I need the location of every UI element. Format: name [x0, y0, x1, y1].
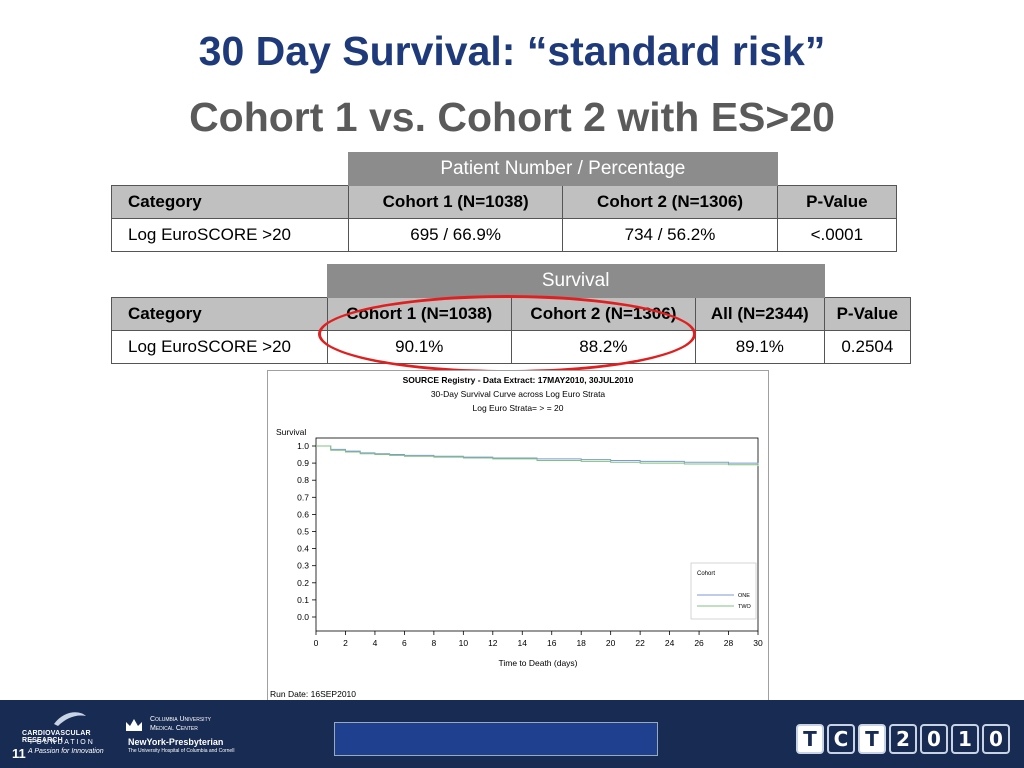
x-tick-label: 6	[402, 638, 407, 648]
plot-frame	[315, 437, 759, 632]
y-tick-label: 0.3	[297, 561, 309, 571]
chart-title: SOURCE Registry - Data Extract: 17MAY201…	[403, 375, 634, 385]
highlight-oval	[318, 295, 696, 373]
y-tick-label: 0.8	[297, 475, 309, 485]
page-number: 11	[12, 746, 26, 761]
t2-cell-pvalue: 0.2504	[823, 330, 912, 364]
legend-label-two: TWO	[738, 604, 752, 610]
x-tick-label: 2	[343, 638, 348, 648]
t1-header-category: Category	[111, 185, 349, 219]
nyp-line2: The University Hospital of Columbia and …	[128, 748, 235, 754]
crown-icon	[126, 719, 142, 731]
t1-cell-category: Log EuroSCORE >20	[111, 218, 349, 252]
x-tick-label: 28	[724, 638, 734, 648]
patient-number-group-header: Patient Number / Percentage	[347, 152, 778, 186]
y-tick-label: 0.2	[297, 578, 309, 588]
y-tick-label: 0.5	[297, 527, 309, 537]
t1-header-cohort2: Cohort 2 (N=1306)	[562, 185, 778, 219]
tct-letter-2: C	[827, 724, 855, 754]
survival-group-header: Survival	[326, 264, 825, 298]
crf-logo-line2: F O U N D A T I O N	[30, 739, 93, 746]
x-axis-label: Time to Death (days)	[498, 658, 577, 668]
legend-label-one: ONE	[738, 593, 750, 599]
t1-header-pvalue: P-Value	[776, 185, 898, 219]
x-tick-label: 30	[753, 638, 763, 648]
t1-header-cohort1: Cohort 1 (N=1038)	[347, 185, 564, 219]
legend-title: Cohort	[697, 571, 715, 577]
nyp-line1: NewYork-Presbyterian	[128, 737, 224, 747]
x-tick-label: 26	[694, 638, 704, 648]
legend-box	[690, 562, 757, 620]
chart-subtitle2: Log Euro Strata= > = 20	[473, 403, 564, 413]
x-tick-label: 14	[518, 638, 528, 648]
tct-letter-7: 0	[982, 724, 1010, 754]
x-tick-label: 4	[373, 638, 378, 648]
crf-swirl-icon	[54, 712, 86, 726]
x-tick-label: 18	[576, 638, 586, 648]
survival-chart-svg: SOURCE Registry - Data Extract: 17MAY201…	[270, 375, 763, 699]
tct2010-logo: T C T 2 0 1 0	[796, 724, 1010, 754]
series-line-two	[316, 445, 759, 467]
x-tick-label: 24	[665, 638, 675, 648]
y-tick-label: 0.6	[297, 509, 309, 519]
y-tick-label: 0.1	[297, 595, 309, 605]
y-axis-label: Survival	[276, 427, 306, 437]
columbia-line1: Columbia University	[150, 716, 211, 723]
tct-letter-3: T	[858, 724, 886, 754]
slide-title-line1: 30 Day Survival: “standard risk”	[198, 28, 826, 74]
y-tick-label: 0.7	[297, 492, 309, 502]
columbia-nyp-logo: Columbia University Medical Center NewYo…	[124, 716, 254, 756]
crf-logo-line1: CARDIOVASCULAR RESEARCH	[22, 730, 91, 744]
t2-header-pvalue: P-Value	[823, 297, 912, 331]
crf-logo-line3: A Passion for Innovation	[28, 748, 104, 755]
crf-logo: CARDIOVASCULAR RESEARCH F O U N D A T I …	[22, 706, 122, 758]
y-tick-label: 0.9	[297, 458, 309, 468]
patient-number-table: Patient Number / Percentage Category Coh…	[111, 152, 898, 252]
t1-cell-cohort2: 734 / 56.2%	[562, 218, 778, 252]
x-tick-label: 20	[606, 638, 616, 648]
y-tick-label: 0.0	[297, 612, 309, 622]
tct-letter-5: 0	[920, 724, 948, 754]
x-tick-label: 22	[635, 638, 645, 648]
slide-title-line2: Cohort 1 vs. Cohort 2 with ES>20	[189, 94, 835, 140]
t2-header-all: All (N=2344)	[694, 297, 825, 331]
footer-blue-box	[334, 722, 658, 756]
t2-cell-category: Log EuroSCORE >20	[111, 330, 328, 364]
x-tick-label: 16	[547, 638, 557, 648]
tct-letter-6: 1	[951, 724, 979, 754]
tct-letter-4: 2	[889, 724, 917, 754]
t2-header-category: Category	[111, 297, 328, 331]
columbia-line2: Medical Center	[150, 725, 198, 732]
y-tick-label: 0.4	[297, 544, 309, 554]
run-date-footnote: Run Date: 16SEP2010	[270, 689, 356, 699]
t1-cell-pvalue: <.0001	[776, 218, 898, 252]
x-tick-label: 12	[488, 638, 498, 648]
x-tick-label: 0	[314, 638, 319, 648]
chart-subtitle: 30-Day Survival Curve across Log Euro St…	[431, 389, 606, 399]
x-tick-label: 10	[459, 638, 469, 648]
survival-chart: SOURCE Registry - Data Extract: 17MAY201…	[267, 370, 769, 703]
y-tick-label: 1.0	[297, 441, 309, 451]
x-tick-label: 8	[431, 638, 436, 648]
t2-cell-all: 89.1%	[694, 330, 825, 364]
tct-letter-1: T	[796, 724, 824, 754]
t1-cell-cohort1: 695 / 66.9%	[347, 218, 564, 252]
